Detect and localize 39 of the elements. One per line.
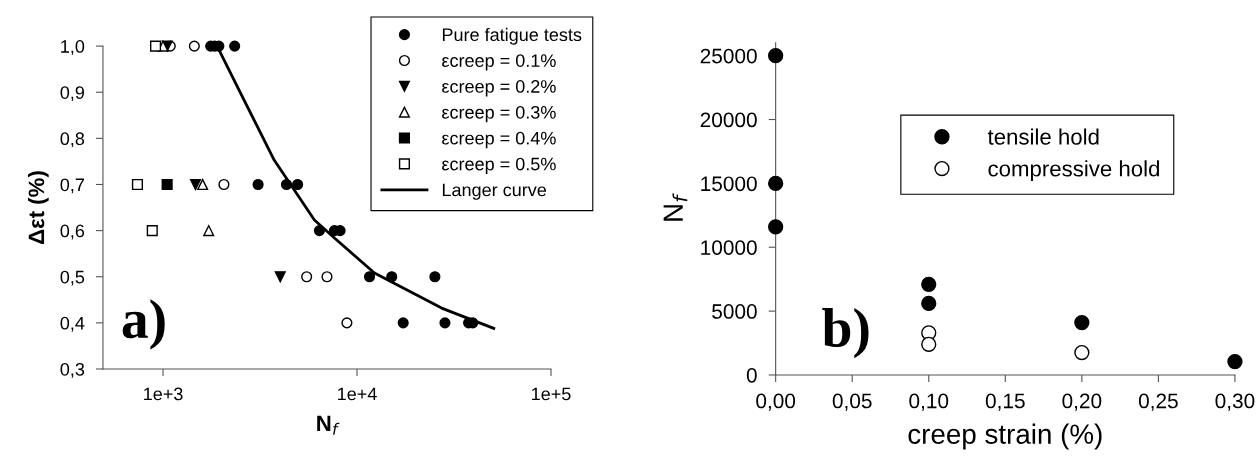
legend-label: Langer curve xyxy=(442,183,547,200)
x-tick-label: 0,10 xyxy=(909,393,949,411)
x-tick-label: 0,05 xyxy=(832,393,872,411)
legend-label: εcreep = 0.2% xyxy=(442,80,556,97)
legend-label: compressive hold xyxy=(988,160,1159,181)
y-tick-label: 15000 xyxy=(701,176,757,192)
x-axis-title: creep strain (%) xyxy=(908,423,1102,450)
annotation: a) xyxy=(122,299,165,350)
y-tick-label: 0,9 xyxy=(60,86,85,102)
annotation: b) xyxy=(822,307,869,359)
y-axis-title: Δεt (%) xyxy=(27,171,49,244)
x-tick-label: 1e+3 xyxy=(144,387,183,401)
legend-label: Pure fatigue tests xyxy=(442,27,582,45)
legend-label: εcreep = 0.5% xyxy=(442,157,556,174)
legend-label: εcreep = 0.1% xyxy=(442,54,556,71)
x-tick-label: 0,20 xyxy=(1062,393,1102,411)
y-tick-label: 0,8 xyxy=(60,132,85,148)
y-tick-label: 0,6 xyxy=(60,224,85,240)
legend-label: εcreep = 0.3% xyxy=(442,105,556,123)
x-tick-label: 0,25 xyxy=(1138,393,1178,411)
y-axis-title: N$_{f}$ xyxy=(663,193,688,221)
y-tick-label: 10000 xyxy=(701,240,757,255)
y-tick-label: 5000 xyxy=(712,304,757,319)
y-tick-label: 0,4 xyxy=(60,316,85,332)
x-axis-title: N$_{f}$ xyxy=(317,415,340,435)
x-tick-label: 1e+5 xyxy=(532,387,571,401)
legend-label: εcreep = 0.4% xyxy=(442,131,556,149)
x-tick-label: 0,00 xyxy=(756,393,796,411)
legend-label: tensile hold xyxy=(987,128,1099,145)
y-tick-label: 25000 xyxy=(700,48,757,64)
y-tick-label: 0,5 xyxy=(60,270,85,286)
y-tick-label: 0,3 xyxy=(60,362,85,378)
x-tick-label: 1e+4 xyxy=(338,387,377,401)
y-tick-label: 0,7 xyxy=(60,178,84,194)
y-tick-label: 1,0 xyxy=(61,40,85,55)
y-tick-label: 0 xyxy=(746,367,757,383)
x-tick-label: 0,30 xyxy=(1215,393,1255,411)
y-tick-label: 20000 xyxy=(700,112,757,128)
x-tick-label: 0,15 xyxy=(985,393,1025,411)
